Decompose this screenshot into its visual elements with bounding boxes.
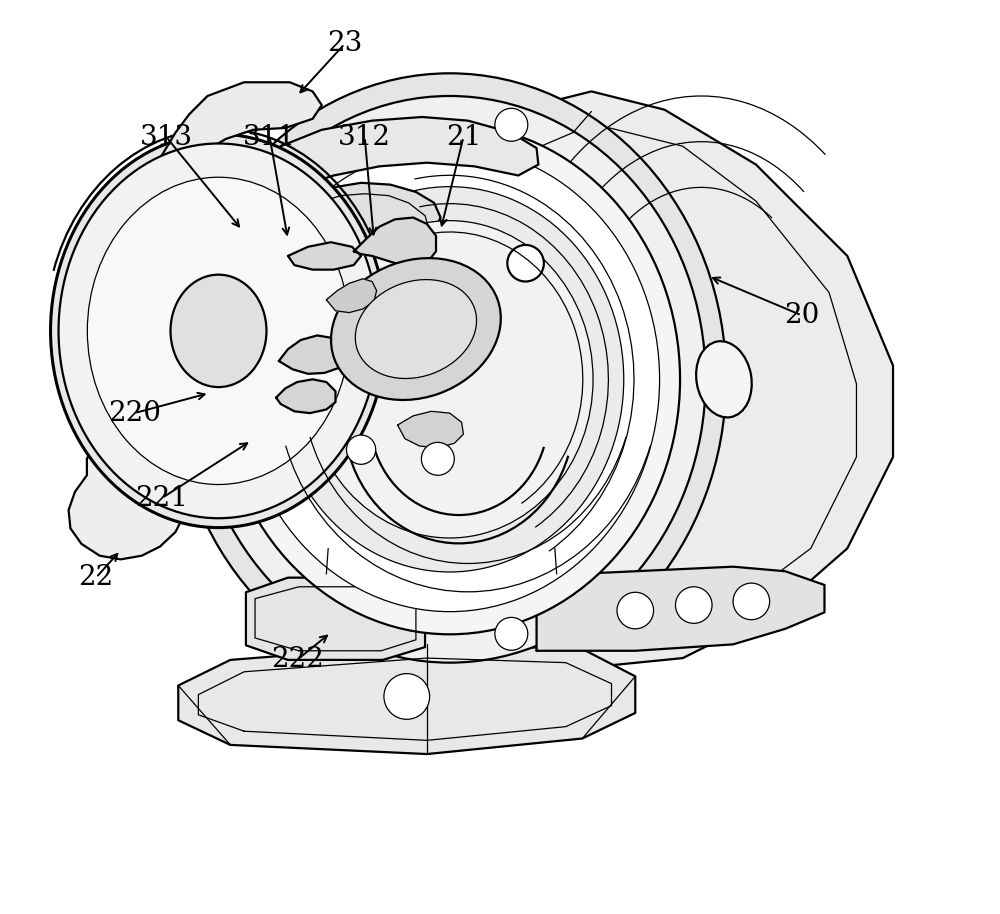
Polygon shape xyxy=(107,431,173,475)
Ellipse shape xyxy=(173,73,726,686)
Polygon shape xyxy=(537,567,824,651)
Ellipse shape xyxy=(696,341,752,418)
Text: 221: 221 xyxy=(135,484,188,512)
Text: 311: 311 xyxy=(243,123,296,151)
Polygon shape xyxy=(372,334,427,360)
Polygon shape xyxy=(279,335,346,374)
Polygon shape xyxy=(288,242,361,270)
Ellipse shape xyxy=(59,143,378,518)
Circle shape xyxy=(495,617,528,650)
Ellipse shape xyxy=(194,96,706,663)
Ellipse shape xyxy=(240,147,660,611)
Polygon shape xyxy=(279,183,441,249)
Circle shape xyxy=(421,442,454,475)
Text: 312: 312 xyxy=(338,123,391,151)
Text: 21: 21 xyxy=(446,123,481,151)
Circle shape xyxy=(675,587,712,623)
Circle shape xyxy=(733,583,770,620)
Polygon shape xyxy=(276,117,538,187)
Text: 222: 222 xyxy=(271,646,324,674)
Circle shape xyxy=(507,245,544,282)
Text: 20: 20 xyxy=(784,302,819,329)
Ellipse shape xyxy=(276,186,624,572)
Polygon shape xyxy=(246,578,425,660)
Polygon shape xyxy=(500,91,893,667)
Circle shape xyxy=(346,435,376,464)
Ellipse shape xyxy=(51,134,386,527)
Text: 313: 313 xyxy=(140,123,193,151)
Ellipse shape xyxy=(171,274,266,388)
Ellipse shape xyxy=(331,258,501,400)
Ellipse shape xyxy=(219,124,680,634)
Polygon shape xyxy=(358,355,441,397)
Polygon shape xyxy=(326,279,377,313)
Ellipse shape xyxy=(306,220,593,538)
Polygon shape xyxy=(69,398,203,559)
Polygon shape xyxy=(178,644,635,754)
Circle shape xyxy=(495,109,528,142)
Text: 22: 22 xyxy=(78,564,114,591)
Ellipse shape xyxy=(87,177,350,484)
Polygon shape xyxy=(276,379,335,413)
Text: 23: 23 xyxy=(327,30,362,58)
Circle shape xyxy=(384,674,430,719)
Polygon shape xyxy=(162,82,322,183)
Text: 220: 220 xyxy=(108,399,161,427)
Circle shape xyxy=(617,592,654,629)
Polygon shape xyxy=(398,411,463,448)
Polygon shape xyxy=(354,218,436,265)
Ellipse shape xyxy=(355,280,477,378)
Polygon shape xyxy=(206,391,255,424)
